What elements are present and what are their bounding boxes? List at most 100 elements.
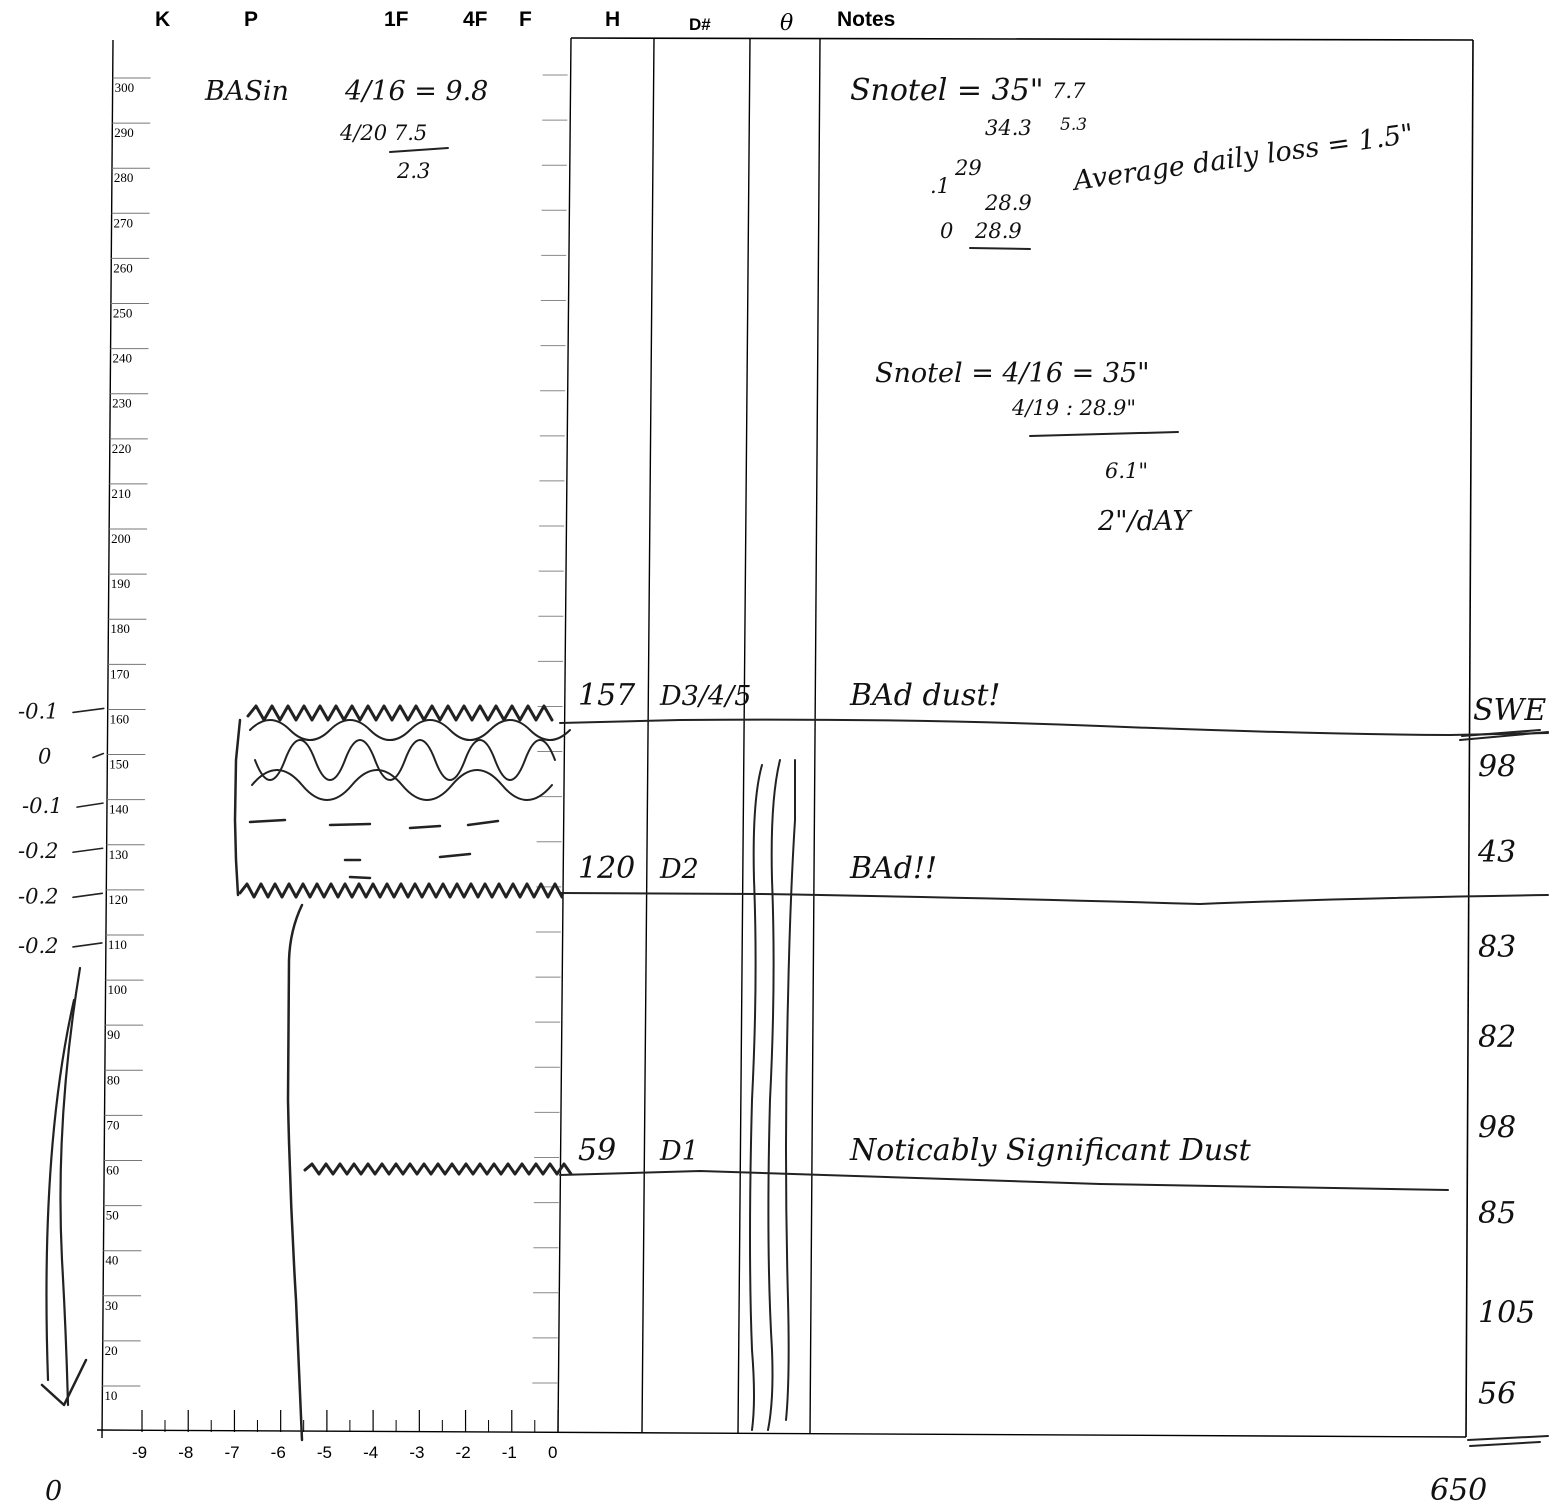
snotel-block-diff: 6.1" (1105, 459, 1148, 483)
dust-layer-157-zigzag (246, 704, 554, 722)
temp-pointer (72, 892, 104, 899)
dashes-125 (348, 875, 372, 880)
snotel-l2: 34.3 (985, 116, 1032, 140)
swe-double-line-bottom (1467, 1435, 1549, 1447)
swe-value: 56 (1478, 1376, 1516, 1411)
depth-ticks: 300 290 280 270 260 250 240 230 220 210 200 190 180 1… (102, 74, 568, 1403)
depth-tick-label: 200 (111, 531, 130, 546)
depth-tick-label: 280 (114, 170, 134, 185)
swe-value: 82 (1478, 1020, 1516, 1055)
temp-reading: -0.2 (18, 934, 59, 958)
depth-axis-line (101, 39, 114, 1439)
temp-reading: -0.1 (18, 699, 59, 723)
snotel-l1-note: 7.7 (1052, 79, 1086, 103)
header-f: F (519, 8, 532, 31)
depth-tick-label: 70 (106, 1117, 119, 1132)
temp-reading: -0.2 (18, 884, 59, 908)
basin-diff: 2.3 (396, 159, 430, 183)
depth-tick-label: 50 (106, 1208, 119, 1223)
snotel-l3-pre: .1 (930, 174, 950, 198)
hardness-tick-label: -2 (456, 1443, 471, 1462)
header-4f: 4F (463, 8, 488, 31)
hardness-line-lower (286, 903, 304, 1442)
swe-value: 85 (1478, 1196, 1516, 1231)
snotel-l5: 28.9 (974, 219, 1022, 243)
layer-dust-id: D3/4/5 (659, 681, 751, 712)
header-dnum: D# (689, 15, 711, 34)
dust-layer-157-waves (249, 719, 571, 801)
layer-dust-id: D1 (659, 1136, 699, 1167)
snotel-block: Snotel = 4/16 = 35" 4/19 : 28.9" 6.1" 2"… (875, 358, 1192, 537)
temp-pointer (72, 707, 105, 714)
depth-tick-label: 130 (109, 847, 129, 862)
theta-line-1 (749, 764, 763, 1431)
depth-tick-label: 110 (108, 937, 127, 952)
swe-value: 83 (1478, 930, 1516, 965)
snotel-calc-underline (969, 247, 1031, 250)
temp-pointer (92, 752, 105, 759)
theta-lines (749, 759, 796, 1431)
basin-line2: 4/20 7.5 (339, 121, 427, 145)
depth-tick-label: 40 (105, 1253, 118, 1268)
swe-value: 98 (1478, 750, 1516, 785)
basin-underline (389, 147, 449, 153)
theta-line-2 (767, 759, 781, 1431)
hardness-tick-label: -6 (271, 1443, 286, 1462)
hardness-tick-label: -8 (178, 1443, 193, 1462)
temp-pointer (72, 847, 104, 854)
hardness-axis-line (96, 1429, 1467, 1438)
depth-tick-label: 270 (114, 215, 134, 230)
snotel-label: Snotel = 35" (850, 73, 1044, 108)
swe-label: SWE (1473, 693, 1546, 728)
temperature-readings: -0.1 0 -0.1 -0.2 -0.2 -0.2 (18, 699, 105, 958)
dashes-130 (343, 852, 472, 862)
temp-arrow-line-2 (45, 998, 76, 1382)
swe-double-line-top (1459, 729, 1549, 741)
swe-value: 105 (1478, 1295, 1535, 1330)
temp-pointer (72, 942, 103, 948)
header-notes: Notes (837, 8, 895, 31)
theta-line-3 (785, 759, 796, 1421)
depth-tick-label: 250 (113, 306, 133, 321)
header-1f: 1F (384, 8, 409, 31)
temp-reading: -0.2 (18, 839, 59, 863)
layer-h-value: 120 (578, 851, 635, 886)
hardness-tick-label: -5 (317, 1443, 332, 1462)
swe-values: 98 43 83 82 98 85 105 56 (1477, 750, 1535, 1412)
basin-line1: 4/16 = 9.8 (344, 76, 488, 107)
snotel-l5-pre: 0 (940, 219, 953, 243)
layer-note: BAd!! (849, 851, 937, 886)
hardness-ticks: -9 -8 -7 -6 -5 -4 -3 -2 -1 0 (132, 1410, 559, 1462)
top-border (570, 37, 1474, 41)
snotel-block-rate: 2"/dAY (1097, 506, 1192, 537)
temp-pointer (76, 802, 104, 808)
temp-bottom: 0 (45, 1476, 62, 1505)
temp-arrow-line (59, 966, 82, 1407)
depth-tick-label: 120 (108, 892, 128, 907)
basin-label: BASin (204, 76, 289, 107)
temperature-arrow (40, 966, 88, 1407)
depth-tick-label: 20 (105, 1343, 118, 1358)
layer-line-59 (559, 1170, 1449, 1191)
layer-h-value: 157 (578, 678, 636, 713)
snotel-calc: Snotel = 35" 7.7 34.3 5.3 .1 29 28.9 0 2… (850, 73, 1416, 250)
hardness-tick-label: -4 (363, 1443, 378, 1462)
temp-arrow-head (40, 1358, 88, 1407)
temp-reading: -0.1 (22, 794, 63, 818)
basin-note: BASin 4/16 = 9.8 4/20 7.5 2.3 (204, 76, 488, 183)
layer-note: BAd dust! (849, 678, 1000, 713)
temp-reading: 0 (38, 745, 51, 769)
hardness-tick-label: -7 (224, 1443, 239, 1462)
layer-line-120 (559, 892, 1549, 905)
dust-layer-120-zigzag (238, 882, 564, 899)
layer-lines (559, 718, 1549, 1447)
depth-tick-label: 260 (113, 260, 133, 275)
snotel-block-underline (1029, 431, 1179, 437)
depth-tick-label: 300 (115, 80, 135, 95)
depth-tick-label: 60 (106, 1162, 119, 1177)
swe-total: 650 (1430, 1473, 1487, 1505)
hardness-tick-label: 0 (548, 1443, 557, 1462)
snotel-average: Average daily loss = 1.5" (1069, 119, 1416, 198)
layer-line-157 (559, 718, 1549, 736)
